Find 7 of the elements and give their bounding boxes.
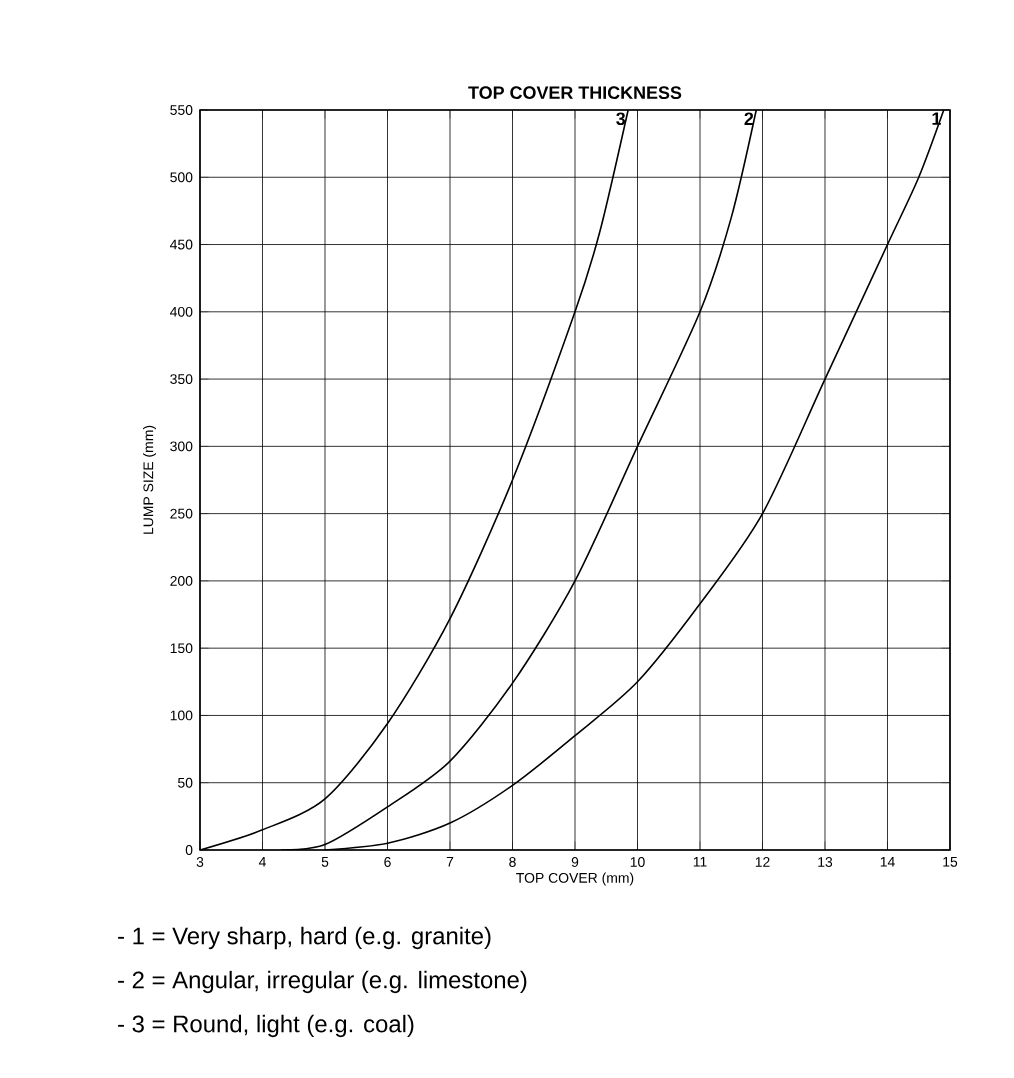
text: - 3 = Round, light (e.g. coal) bbox=[118, 1014, 414, 1038]
legend-label: 3 bbox=[616, 112, 626, 126]
text: - 1 = Very sharp, hard (e.g. granite) bbox=[118, 926, 491, 950]
legend-label: 2 bbox=[744, 112, 754, 125]
legend-label: 1 bbox=[932, 112, 941, 125]
chart-title: TOP COVER THICKNESS bbox=[468, 86, 682, 99]
text: - 2 = Angular, irregular (e.g. limestone) bbox=[118, 970, 527, 994]
